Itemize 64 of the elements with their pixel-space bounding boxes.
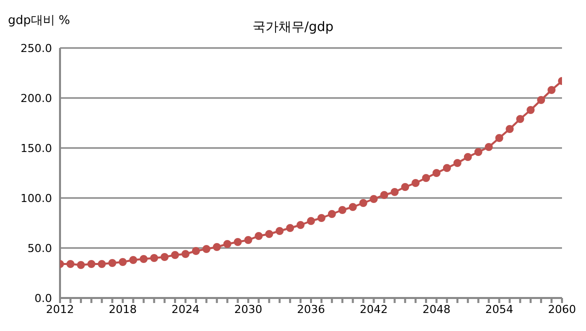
point bbox=[412, 179, 420, 187]
point bbox=[160, 253, 169, 261]
y-tick-label: 50.0 bbox=[28, 242, 52, 255]
point bbox=[234, 238, 242, 246]
point bbox=[548, 86, 556, 94]
x-tick-label: 2042 bbox=[360, 302, 388, 316]
point bbox=[129, 256, 138, 264]
point bbox=[140, 255, 148, 263]
point bbox=[98, 260, 106, 268]
y-tick-label: 100.0 bbox=[20, 192, 52, 205]
point bbox=[244, 236, 252, 244]
point bbox=[464, 153, 472, 161]
point bbox=[359, 199, 368, 207]
x-tick-label: 2054 bbox=[485, 302, 514, 316]
point bbox=[474, 148, 482, 156]
point bbox=[87, 260, 96, 268]
y-axis-title: gdp대비 % bbox=[8, 12, 70, 29]
point bbox=[296, 221, 305, 229]
point bbox=[328, 210, 336, 218]
point bbox=[182, 250, 190, 258]
point bbox=[150, 254, 158, 262]
x-tick-label: 2048 bbox=[422, 302, 450, 316]
point bbox=[422, 174, 430, 182]
point bbox=[223, 240, 232, 248]
point bbox=[118, 258, 127, 266]
point bbox=[286, 224, 294, 232]
point bbox=[254, 232, 263, 240]
point bbox=[348, 203, 357, 211]
point bbox=[66, 260, 74, 268]
point bbox=[192, 247, 200, 255]
point bbox=[453, 159, 462, 167]
point bbox=[307, 217, 315, 225]
point bbox=[537, 96, 546, 104]
x-tick-label: 2012 bbox=[46, 302, 74, 316]
point bbox=[484, 143, 493, 151]
chart-title: 국가채무/gdp bbox=[252, 20, 334, 35]
x-tick-label: 2060 bbox=[548, 302, 576, 316]
y-tick-label: 200.0 bbox=[20, 92, 52, 105]
point bbox=[516, 115, 524, 123]
point bbox=[212, 243, 221, 251]
point bbox=[370, 195, 378, 203]
point bbox=[495, 134, 504, 142]
point bbox=[317, 214, 326, 222]
point bbox=[108, 259, 116, 267]
point bbox=[442, 164, 451, 172]
point bbox=[76, 261, 85, 269]
x-tick-label: 2036 bbox=[297, 302, 325, 316]
point bbox=[202, 245, 210, 253]
point bbox=[506, 125, 514, 133]
point bbox=[380, 191, 388, 199]
point bbox=[265, 230, 274, 238]
x-tick-label: 2024 bbox=[172, 302, 200, 316]
point bbox=[338, 206, 346, 214]
point bbox=[171, 251, 180, 259]
point bbox=[276, 227, 284, 235]
point bbox=[432, 169, 440, 177]
x-tick-label: 2018 bbox=[108, 302, 137, 316]
point bbox=[390, 188, 399, 196]
x-tick-label: 2030 bbox=[234, 302, 262, 316]
y-tick-label: 0.0 bbox=[34, 292, 52, 305]
y-tick-label: 150.0 bbox=[20, 142, 52, 155]
y-tick-label: 250.0 bbox=[20, 42, 52, 55]
point bbox=[526, 106, 535, 114]
point bbox=[401, 183, 410, 191]
